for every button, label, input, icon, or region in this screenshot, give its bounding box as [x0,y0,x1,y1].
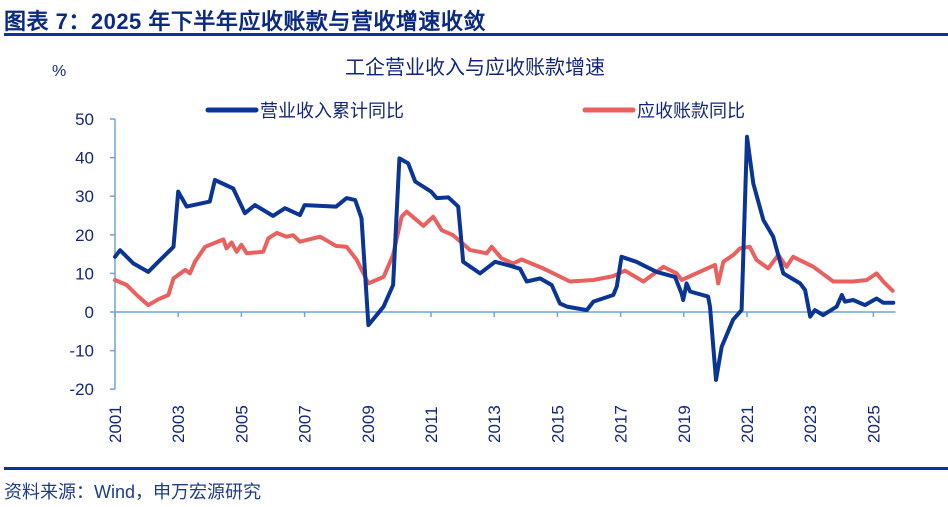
legend-label: 应收账款同比 [637,101,745,121]
x-tick-label: 2015 [548,405,567,443]
x-tick-label: 2025 [864,405,883,443]
figure-title: 图表 7：2025 年下半年应收账款与营收增速收敛 [4,9,486,34]
footer-divider [4,467,948,470]
x-tick-label: 2013 [485,405,504,443]
x-tick-label: 2011 [422,406,441,443]
y-tick-label: 40 [75,149,94,168]
x-tick-label: 2001 [106,405,125,443]
y-tick-label: -10 [69,342,94,361]
series-line-revenue [113,134,896,382]
y-tick-label: 30 [75,187,94,206]
x-tick-label: 2019 [675,405,694,443]
x-tick-label: 2021 [738,405,757,443]
x-tick-label: 2007 [296,405,315,443]
x-tick-label: 2005 [232,405,251,443]
y-tick-label: 10 [75,264,94,283]
line-chart: 工企营业收入与应收账款增速 % 50 40 30 20 10 0 -10 -20 2001 200… [52,56,896,443]
chart-title: 工企营业收入与应收账款增速 [345,56,605,79]
y-tick-label: 20 [75,226,94,245]
x-tick-label: 2023 [801,405,820,443]
title-divider [4,33,948,36]
legend-label: 营业收入累计同比 [260,101,404,121]
y-tick-label: 50 [75,110,94,129]
y-tick-label: -20 [69,380,94,399]
x-tick-label: 2017 [612,405,631,443]
y-tick-label: 0 [85,303,94,322]
source-note: 资料来源：Wind，申万宏源研究 [4,482,262,502]
x-tick-label: 2009 [359,405,378,443]
x-tick-label: 2003 [169,405,188,443]
y-axis-unit: % [52,63,66,80]
series-line-receivables [113,209,895,308]
